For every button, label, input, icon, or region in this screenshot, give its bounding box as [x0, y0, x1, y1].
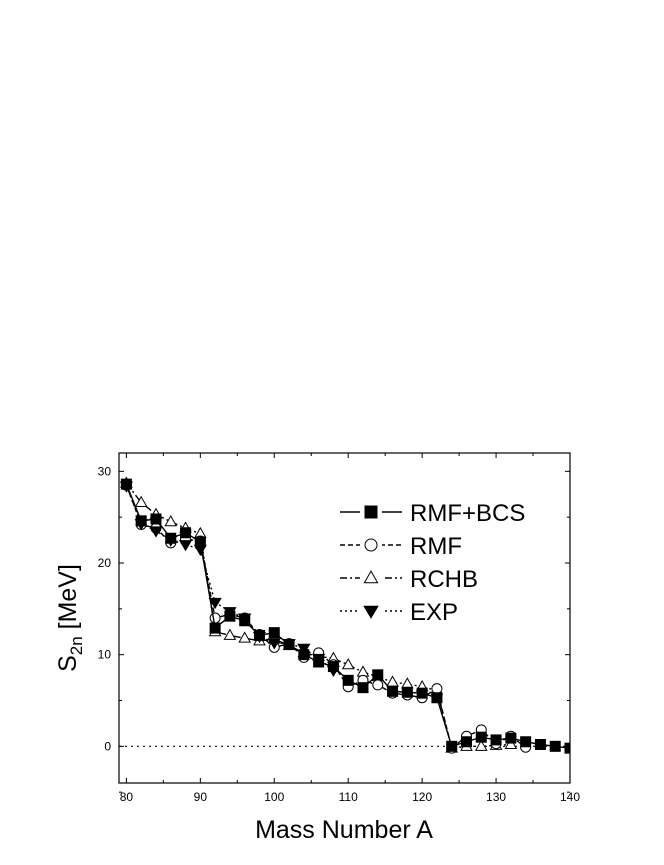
- data-point-rmf-bcs: [490, 734, 502, 746]
- y-axis-title: S2n [MeV]: [54, 564, 86, 672]
- data-point-rmf-bcs: [342, 674, 354, 686]
- data-point-rmf-bcs: [372, 669, 384, 681]
- data-point-exp: [223, 607, 237, 619]
- legend-entry-rchb: RCHB: [340, 566, 478, 593]
- legend-entry-exp: EXP: [340, 599, 458, 626]
- x-tick-label: 100: [264, 790, 284, 804]
- x-tick-label: 80: [120, 790, 134, 804]
- data-point-exp: [252, 631, 267, 644]
- data-point-exp: [267, 638, 281, 650]
- x-tick-label: 90: [194, 790, 208, 804]
- data-point-rchb: [504, 737, 518, 749]
- data-point-rchb: [164, 514, 178, 527]
- legend-label-exp: EXP: [410, 599, 458, 626]
- data-point-rmf-bcs: [520, 736, 532, 748]
- data-point-rmf: [209, 612, 221, 624]
- legend-marker-rmf: [364, 538, 378, 552]
- plot-frame: [118, 452, 571, 784]
- data-point-rmf-bcs: [431, 692, 443, 704]
- legend-label-rmf: RMF: [410, 533, 462, 560]
- data-point-rmf-bcs: [416, 687, 428, 699]
- x-tick-label: 110: [339, 790, 358, 804]
- data-point-rchb: [238, 631, 252, 643]
- data-point-rmf-bcs: [387, 685, 399, 697]
- data-point-exp: [297, 643, 311, 655]
- y-tick-label: 0: [104, 739, 111, 753]
- data-point-rmf-bcs: [475, 731, 487, 743]
- data-point-rmf-bcs: [150, 513, 162, 525]
- data-point-exp: [164, 535, 178, 547]
- x-tick-label: 140: [560, 790, 580, 804]
- data-point-rmf-bcs: [357, 682, 369, 694]
- y-axis-title-main: S: [54, 655, 82, 672]
- data-point-rchb: [474, 739, 488, 751]
- series-exp: [119, 481, 341, 677]
- data-point-exp: [149, 526, 163, 538]
- data-point-exp: [282, 639, 296, 651]
- data-point-rmf: [431, 683, 443, 695]
- legend-label-rchb: RCHB: [410, 566, 478, 593]
- data-point-rmf-bcs: [268, 627, 280, 639]
- data-point-rchb: [386, 675, 399, 687]
- data-point-exp: [238, 613, 252, 625]
- data-point-rmf-bcs: [534, 739, 546, 750]
- data-point-rmf-bcs: [460, 736, 472, 748]
- y-tick-label: 20: [98, 556, 112, 570]
- data-point-rmf-bcs: [180, 527, 192, 539]
- data-point-exp: [311, 653, 326, 666]
- legend-marker-rchb: [363, 570, 379, 584]
- legend-marker-rmf-bcs: [364, 505, 378, 519]
- x-axis-title: Mass Number A: [255, 816, 433, 844]
- axis-ticks: 80 90 100 110 120 130 140 0 10 20 30: [98, 453, 580, 804]
- data-point-exp: [193, 544, 207, 556]
- data-point-exp: [208, 597, 222, 610]
- legend-marker-exp: [363, 605, 379, 619]
- legend-entry-rmf-bcs: RMF+BCS: [340, 500, 525, 527]
- data-point-rmf-bcs: [505, 732, 517, 744]
- legend-label-rmf-bcs: RMF+BCS: [410, 500, 525, 527]
- series-line-rmf: [125, 484, 527, 750]
- x-tick-label: 120: [412, 790, 432, 804]
- data-point-rchb: [356, 665, 370, 677]
- data-point-rmf-bcs: [564, 742, 570, 754]
- y-axis-title-sub: 2n: [67, 636, 86, 655]
- series-layer: [119, 476, 570, 754]
- data-point-rmf-bcs: [446, 740, 458, 752]
- data-point-rchb: [223, 628, 237, 640]
- data-point-exp: [178, 540, 193, 552]
- data-point-rmf-bcs: [549, 740, 561, 752]
- data-point-exp: [119, 481, 134, 493]
- data-point-exp: [326, 665, 341, 677]
- data-point-rchb: [341, 657, 355, 670]
- data-point-rchb: [134, 495, 148, 507]
- data-point-rmf-bcs: [209, 622, 221, 634]
- x-tick-label: 130: [486, 790, 506, 804]
- y-tick-label: 10: [98, 648, 112, 662]
- legend-entry-rmf: RMF: [340, 533, 462, 560]
- data-point-rchb: [400, 677, 414, 689]
- data-point-rmf-bcs: [401, 686, 413, 698]
- data-point-exp: [134, 519, 148, 531]
- data-point-rmf: [372, 679, 384, 691]
- legend: RMF+BCS RMF RCHB EXP: [340, 500, 525, 626]
- y-tick-label: 30: [98, 464, 112, 478]
- y-axis-title-unit: [MeV]: [54, 564, 82, 636]
